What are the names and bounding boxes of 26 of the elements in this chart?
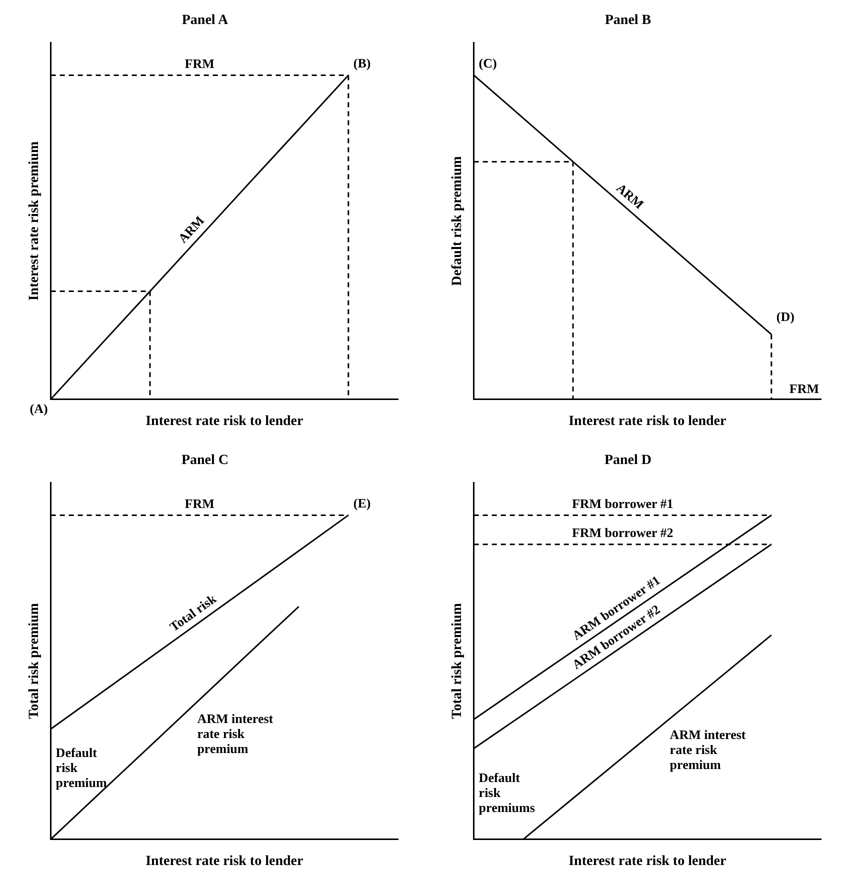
series-label: FRM borrower #1 <box>572 496 674 512</box>
chart-title: Panel C <box>181 453 229 468</box>
series-label: FRM <box>184 56 214 72</box>
chart-title: Panel B <box>604 13 652 28</box>
series-label: FRM borrower #2 <box>572 525 674 540</box>
annotation: Default risk premiums <box>478 770 535 815</box>
series-label: ARM interest rate risk premium <box>197 711 274 756</box>
series-label: FRM <box>789 381 819 396</box>
series-label: ARM interest rate risk premium <box>670 726 746 772</box>
x-axis-title: Interest rate risk to lender <box>146 414 304 430</box>
annotation: Default risk premium <box>56 744 108 790</box>
x-axis-title: Interest rate risk to lender <box>146 854 304 870</box>
y-axis-title: Interest rate risk premium <box>27 141 42 301</box>
annotation: (D) <box>776 308 794 324</box>
y-axis-title: Default risk premium <box>450 156 466 286</box>
text: (E) <box>353 496 371 511</box>
y-axis-title: Total risk premium <box>27 602 42 719</box>
y-axis-title: Total risk premium <box>450 602 466 719</box>
text: (B) <box>353 56 371 71</box>
series-label: FRM <box>184 496 214 512</box>
x-axis-title: Interest rate risk to lender <box>568 854 726 870</box>
chart-title: Panel D <box>604 453 652 468</box>
text: (C) <box>478 56 497 71</box>
text: (A) <box>30 401 48 416</box>
chart-title: Panel A <box>182 13 230 28</box>
x-axis-title: Interest rate risk to lender <box>568 414 726 430</box>
